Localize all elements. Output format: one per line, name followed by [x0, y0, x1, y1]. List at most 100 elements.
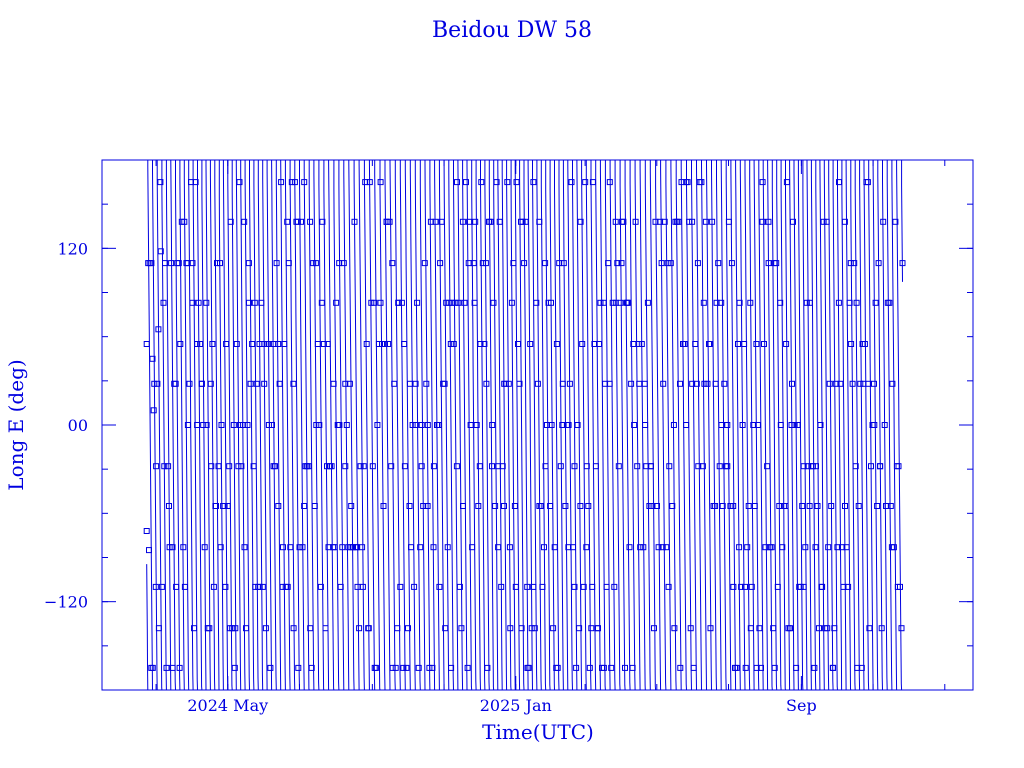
data-point [453, 463, 460, 470]
data-point [853, 299, 860, 306]
data-point [559, 380, 566, 387]
data-point [861, 341, 868, 347]
data-point [366, 179, 373, 186]
data-point [473, 422, 480, 428]
data-point [459, 218, 466, 225]
longitude-trace-segment [802, 160, 808, 690]
longitude-trace-segment [501, 160, 508, 690]
data-point [765, 218, 772, 225]
data-point [721, 380, 728, 387]
data-point [551, 544, 558, 551]
data-point [448, 664, 455, 671]
data-point [262, 625, 269, 632]
data-point [162, 260, 168, 267]
data-point [374, 422, 381, 428]
data-point [206, 625, 213, 632]
data-markers [143, 179, 906, 671]
data-point [158, 583, 165, 590]
longitude-trace-segment [701, 160, 707, 690]
data-point [793, 664, 800, 671]
longitude-trace-segment [358, 160, 365, 690]
data-point [301, 503, 308, 509]
data-point [814, 503, 821, 509]
longitude-trace-segment [837, 160, 843, 690]
data-point [782, 503, 789, 509]
data-point [505, 380, 512, 387]
longitude-trace-segment [725, 160, 732, 690]
data-point [719, 503, 726, 509]
data-point [166, 503, 172, 509]
data-point [712, 503, 719, 509]
data-point [245, 260, 252, 267]
data-point [524, 583, 531, 590]
longitude-trace-segment [845, 160, 852, 690]
data-point [470, 260, 477, 267]
data-point [409, 422, 416, 428]
data-point [831, 625, 838, 632]
data-point [664, 260, 671, 267]
longitude-trace-segment [275, 160, 282, 690]
data-point [741, 341, 748, 347]
data-point [466, 218, 473, 225]
data-point [637, 544, 644, 551]
data-point [186, 380, 193, 387]
data-point [530, 583, 537, 590]
data-point [890, 544, 897, 551]
data-point [217, 544, 224, 551]
data-point [537, 503, 544, 509]
data-point [628, 380, 635, 387]
data-point [592, 463, 599, 470]
data-point [481, 341, 488, 347]
data-point [895, 463, 902, 470]
longitude-trace-segment [660, 160, 667, 690]
data-point [845, 583, 852, 590]
longitude-trace-segment [249, 160, 255, 690]
longitude-trace-segment [448, 160, 454, 690]
longitude-trace-segment [266, 160, 273, 690]
longitude-trace-segment [649, 160, 657, 690]
data-point [454, 179, 460, 186]
data-point [461, 299, 468, 306]
longitude-trace-segment [514, 160, 521, 690]
longitude-trace-segment [675, 160, 682, 690]
longitude-trace-segment [323, 160, 330, 690]
data-point [733, 664, 740, 671]
longitude-trace-segment [655, 160, 662, 690]
data-point [663, 544, 670, 551]
data-point [759, 218, 766, 225]
longitude-trace-segment [313, 160, 320, 690]
data-point [842, 503, 848, 509]
data-point [886, 299, 893, 306]
data-point [644, 299, 651, 306]
data-point [669, 503, 676, 509]
data-point [412, 422, 419, 428]
longitude-trace-segment [510, 160, 516, 690]
data-point [483, 380, 490, 387]
data-point [612, 218, 619, 225]
data-point [143, 341, 150, 347]
data-point [469, 544, 476, 551]
axis-ticks: 2024 May 2025 Jan Sep −120 00 120 [44, 160, 973, 715]
longitude-trace-segment [404, 160, 411, 690]
longitude-trace-segment [758, 160, 764, 690]
data-point [614, 260, 621, 267]
longitude-trace-segment [850, 160, 856, 690]
data-point [531, 625, 538, 632]
data-point [194, 422, 201, 428]
data-point [880, 218, 887, 225]
data-point [512, 583, 519, 590]
longitude-trace-segment [363, 160, 370, 690]
longitude-trace-segment [179, 160, 185, 690]
data-point [280, 544, 286, 551]
data-point [501, 503, 507, 509]
longitude-trace-segment [562, 160, 569, 690]
data-point [825, 544, 832, 551]
longitude-trace-segment [462, 160, 468, 690]
data-point [562, 503, 569, 509]
data-point [415, 664, 422, 671]
data-point [218, 422, 225, 428]
longitude-trace-segment [753, 160, 760, 690]
data-point [181, 583, 188, 590]
longitude-trace-segment [289, 160, 296, 690]
